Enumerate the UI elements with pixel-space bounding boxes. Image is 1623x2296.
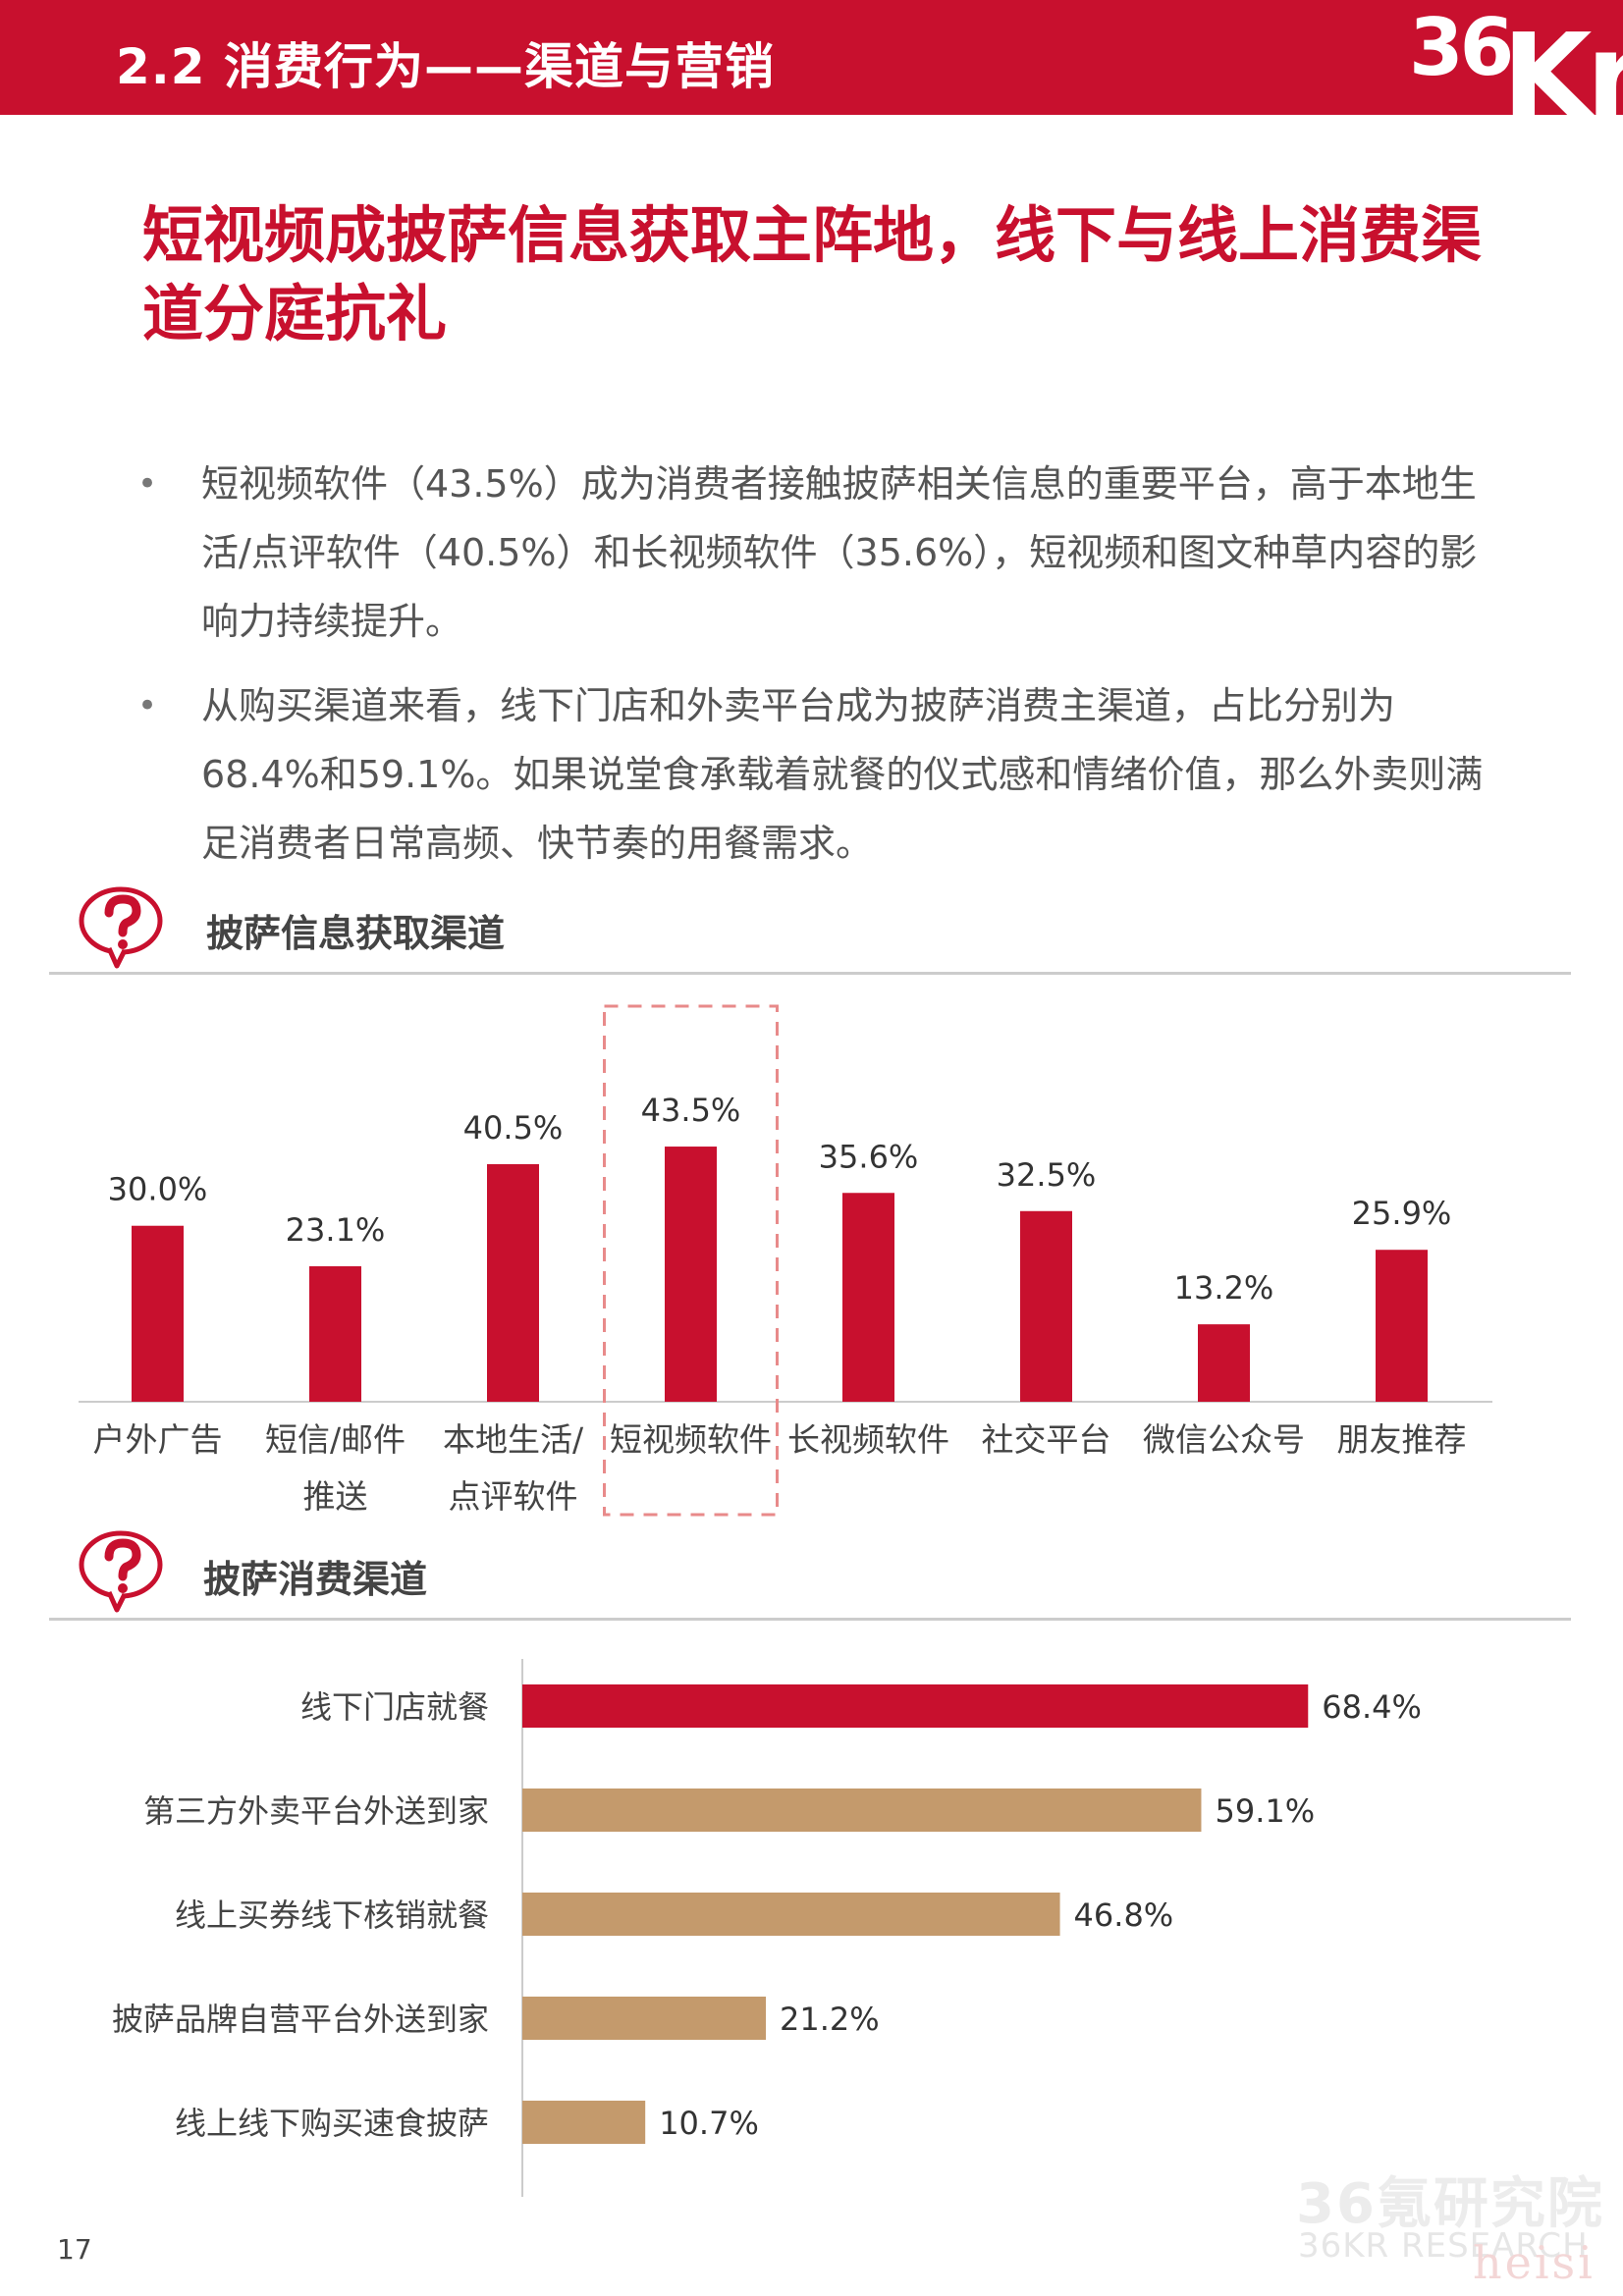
page-title: 短视频成披萨信息获取主阵地，线下与线上消费渠道分庭抗礼 bbox=[142, 199, 1483, 349]
section-header-info-channels: 披萨信息获取渠道 bbox=[49, 883, 1576, 982]
bar-value-label: 59.1% bbox=[1215, 1792, 1315, 1830]
category-label: 点评软件 bbox=[449, 1477, 578, 1516]
bullet-text: 从购买渠道来看，线下门店和外卖平台成为披萨消费主渠道，占比分别为68.4%和59… bbox=[201, 684, 1484, 865]
category-label: 本地生活/ bbox=[443, 1420, 584, 1459]
category-label: 线下门店就餐 bbox=[300, 1688, 489, 1726]
section-divider bbox=[49, 972, 1571, 975]
consumption-channels-chart: 线下门店就餐 68.4% 第三方外卖平台外送到家 59.1% 线上买券线下核销就餐 46.… bbox=[112, 1659, 1422, 2197]
bullet-dot-icon: • bbox=[137, 464, 158, 504]
bar bbox=[522, 1789, 1202, 1832]
bar-value-label: 23.1% bbox=[286, 1211, 386, 1249]
bullet-dot-icon: • bbox=[137, 686, 158, 725]
category-label: 线上线下购买速食披萨 bbox=[175, 2105, 489, 2142]
bar-value-label: 30.0% bbox=[108, 1171, 208, 1208]
bar-value-label: 68.4% bbox=[1322, 1688, 1422, 1726]
category-label: 第三方外卖平台外送到家 bbox=[143, 1792, 489, 1830]
bar bbox=[522, 1997, 767, 2040]
bar bbox=[487, 1163, 539, 1402]
watermark-en: 36KR RESEARCH bbox=[1298, 2226, 1589, 2266]
bullet-item: • 短视频软件（43.5%）成为消费者接触披萨相关信息的重要平台，高于本地生活/… bbox=[137, 450, 1492, 656]
bar bbox=[1020, 1210, 1072, 1402]
bar-value-label: 43.5% bbox=[641, 1092, 741, 1129]
logo-number: 36 bbox=[1409, 2, 1514, 93]
category-label: 短信/邮件 bbox=[265, 1420, 406, 1459]
bar-value-label: 13.2% bbox=[1174, 1269, 1274, 1307]
bar-value-label: 40.5% bbox=[463, 1109, 564, 1147]
question-bubble-icon bbox=[79, 1530, 163, 1613]
bullet-text: 短视频软件（43.5%）成为消费者接触披萨相关信息的重要平台，高于本地生活/点评… bbox=[201, 462, 1478, 643]
bar-value-label: 35.6% bbox=[819, 1138, 919, 1175]
category-label: 朋友推荐 bbox=[1337, 1420, 1467, 1459]
bullet-item: • 从购买渠道来看，线下门店和外卖平台成为披萨消费主渠道，占比分别为68.4%和… bbox=[137, 671, 1492, 878]
section-title: 2.2 消费行为——渠道与营销 bbox=[116, 38, 775, 95]
bar bbox=[309, 1265, 361, 1402]
bar bbox=[1198, 1324, 1250, 1402]
header-band: 2.2 消费行为——渠道与营销 36 Kr bbox=[0, 0, 1623, 143]
category-label: 推送 bbox=[303, 1477, 368, 1516]
highlight-frame bbox=[603, 1004, 779, 1517]
bar bbox=[665, 1147, 717, 1402]
bar-value-label: 25.9% bbox=[1352, 1195, 1452, 1232]
bar-value-label: 32.5% bbox=[997, 1156, 1097, 1194]
bar bbox=[132, 1225, 184, 1402]
bar-value-label: 21.2% bbox=[780, 2001, 880, 2038]
section-divider bbox=[49, 1618, 1571, 1621]
watermark-cn: 36氪研究院 bbox=[1296, 2172, 1604, 2236]
bar-value-label: 46.8% bbox=[1074, 1896, 1174, 1934]
logo-letters: Kr bbox=[1502, 8, 1623, 143]
bar bbox=[522, 1893, 1060, 1936]
category-label: 社交平台 bbox=[982, 1420, 1111, 1459]
bar-value-label: 10.7% bbox=[659, 2105, 759, 2142]
section-label: 披萨信息获取渠道 bbox=[206, 912, 506, 955]
bar bbox=[522, 2101, 646, 2144]
category-label: 长视频软件 bbox=[787, 1420, 949, 1459]
category-label: 微信公众号 bbox=[1143, 1420, 1305, 1459]
section-label: 披萨消费渠道 bbox=[203, 1558, 428, 1601]
category-label: 披萨品牌自营平台外送到家 bbox=[112, 2001, 489, 2038]
section-header-consumption-channels: 披萨消费渠道 bbox=[49, 1527, 1576, 1626]
category-label: 户外广告 bbox=[93, 1420, 223, 1459]
question-bubble-icon bbox=[79, 886, 163, 969]
summary-bullets: • 短视频软件（43.5%）成为消费者接触披萨相关信息的重要平台，高于本地生活/… bbox=[137, 450, 1492, 893]
category-label: 短视频软件 bbox=[610, 1420, 772, 1459]
page-number: 17 bbox=[57, 2233, 92, 2266]
watermark-tag: heisi bbox=[1473, 2236, 1596, 2289]
bar bbox=[522, 1684, 1309, 1728]
category-label: 线上买券线下核销就餐 bbox=[175, 1896, 489, 1934]
bar bbox=[842, 1193, 894, 1402]
bar bbox=[1376, 1250, 1428, 1402]
